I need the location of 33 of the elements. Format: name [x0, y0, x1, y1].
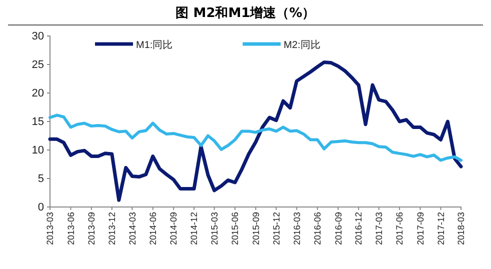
y-tick-label: 10: [32, 144, 44, 157]
x-tick-label: 2015-03: [209, 212, 220, 246]
x-tick-label: 2016-03: [292, 212, 302, 246]
x-tick-label: 2014-09: [168, 212, 179, 246]
x-tick-label: 2015-06: [230, 212, 240, 246]
x-tick-label: 2016-12: [354, 212, 364, 246]
x-tick-label: 2017-09: [415, 212, 426, 246]
y-tick-label: 25: [32, 59, 44, 72]
y-tick-label: 30: [32, 30, 44, 43]
x-tick-label: 2013-12: [107, 212, 118, 246]
y-tick-label: 20: [32, 88, 44, 100]
y-tick-label: 15: [32, 116, 44, 128]
x-tick-label: 2018-03: [456, 212, 466, 246]
legend-label: M1:同比: [136, 39, 173, 51]
x-tick-label: 2013-06: [66, 212, 76, 246]
x-tick-label: 2014-12: [189, 212, 200, 246]
line-series: [48, 114, 462, 162]
x-tick-label: 2015-09: [250, 212, 261, 246]
x-tick-label: 2016-09: [333, 212, 344, 246]
x-tick-label: 2013-03: [45, 212, 56, 246]
line-series: [48, 60, 463, 202]
x-tick-label: 2017-06: [394, 212, 405, 246]
legend-label: M2:同比: [284, 39, 320, 51]
x-tick-label: 2014-06: [148, 212, 158, 246]
x-tick-label: 2013-09: [86, 212, 97, 246]
x-tick-label: 2014-03: [127, 212, 138, 246]
y-tick-label: 0: [38, 202, 44, 214]
y-tick-label: 5: [38, 173, 44, 186]
x-tick-label: 2017-03: [374, 212, 384, 246]
x-tick-label: 2015-12: [271, 212, 282, 246]
x-tick-label: 2016-06: [312, 212, 323, 246]
chart-title: 图 M2和M1增速（%）: [176, 5, 316, 21]
x-tick-label: 2017-12: [436, 212, 446, 246]
